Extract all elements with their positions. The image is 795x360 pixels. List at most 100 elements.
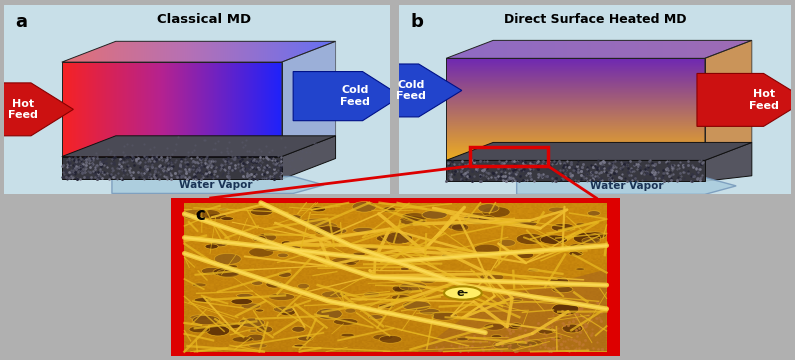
Ellipse shape — [549, 277, 568, 285]
Ellipse shape — [239, 318, 265, 327]
Polygon shape — [281, 41, 335, 157]
FancyArrow shape — [0, 83, 73, 136]
Ellipse shape — [183, 210, 205, 220]
Ellipse shape — [484, 323, 505, 330]
Text: b: b — [411, 13, 424, 31]
Ellipse shape — [252, 235, 266, 242]
Ellipse shape — [391, 295, 411, 300]
Ellipse shape — [541, 235, 568, 244]
Ellipse shape — [517, 252, 533, 258]
Ellipse shape — [352, 202, 376, 212]
Ellipse shape — [251, 281, 263, 285]
Ellipse shape — [498, 239, 515, 246]
Ellipse shape — [289, 215, 301, 220]
Text: Water Vapor: Water Vapor — [180, 180, 253, 190]
Ellipse shape — [201, 267, 223, 275]
Ellipse shape — [246, 334, 264, 341]
Ellipse shape — [373, 334, 393, 340]
Ellipse shape — [378, 304, 394, 309]
Ellipse shape — [213, 267, 240, 276]
Ellipse shape — [219, 208, 228, 211]
Bar — [470, 147, 548, 166]
Polygon shape — [112, 176, 324, 193]
Ellipse shape — [273, 306, 293, 312]
Polygon shape — [281, 136, 335, 179]
Ellipse shape — [442, 253, 456, 259]
Ellipse shape — [347, 254, 363, 258]
Ellipse shape — [266, 281, 283, 288]
Ellipse shape — [379, 335, 401, 343]
Polygon shape — [446, 161, 705, 181]
Ellipse shape — [311, 207, 326, 212]
Ellipse shape — [315, 226, 343, 235]
Ellipse shape — [250, 208, 273, 216]
FancyArrow shape — [697, 73, 795, 126]
Ellipse shape — [363, 292, 380, 297]
Ellipse shape — [190, 315, 212, 320]
Ellipse shape — [262, 243, 286, 251]
Ellipse shape — [569, 251, 583, 256]
Ellipse shape — [518, 341, 537, 347]
Ellipse shape — [473, 244, 500, 255]
Text: Direct Surface Heated MD: Direct Surface Heated MD — [504, 13, 686, 26]
Ellipse shape — [206, 325, 230, 336]
Ellipse shape — [552, 303, 579, 315]
Ellipse shape — [255, 309, 264, 312]
Ellipse shape — [196, 210, 220, 218]
Ellipse shape — [322, 291, 346, 298]
Ellipse shape — [512, 298, 522, 302]
Polygon shape — [705, 40, 752, 161]
Ellipse shape — [400, 216, 426, 225]
Ellipse shape — [516, 233, 544, 244]
Ellipse shape — [279, 309, 296, 316]
Ellipse shape — [241, 303, 261, 309]
Ellipse shape — [402, 214, 411, 217]
Ellipse shape — [205, 244, 219, 249]
Ellipse shape — [552, 286, 573, 293]
Ellipse shape — [422, 210, 447, 219]
Ellipse shape — [215, 253, 241, 265]
Ellipse shape — [482, 207, 510, 217]
Ellipse shape — [578, 231, 607, 239]
Ellipse shape — [493, 340, 522, 350]
Ellipse shape — [491, 335, 502, 338]
Ellipse shape — [353, 252, 366, 256]
Text: Hot
Feed: Hot Feed — [8, 99, 38, 120]
Ellipse shape — [189, 326, 210, 333]
Ellipse shape — [376, 235, 400, 242]
Ellipse shape — [329, 228, 347, 234]
Ellipse shape — [236, 293, 253, 298]
Text: Hot
Feed: Hot Feed — [749, 89, 778, 111]
Ellipse shape — [278, 272, 292, 277]
Ellipse shape — [528, 269, 539, 272]
Ellipse shape — [312, 222, 338, 232]
Ellipse shape — [341, 333, 355, 337]
Ellipse shape — [420, 277, 436, 283]
Ellipse shape — [258, 233, 277, 242]
Circle shape — [444, 287, 482, 300]
Ellipse shape — [478, 216, 496, 222]
Ellipse shape — [269, 293, 295, 301]
Ellipse shape — [478, 204, 499, 213]
Ellipse shape — [221, 217, 234, 220]
Text: Water Vapor: Water Vapor — [590, 181, 663, 191]
Ellipse shape — [278, 245, 302, 252]
Ellipse shape — [249, 343, 267, 348]
Text: Cold
Feed: Cold Feed — [340, 85, 370, 107]
Ellipse shape — [346, 262, 356, 265]
Polygon shape — [705, 143, 752, 181]
Ellipse shape — [479, 273, 504, 281]
Ellipse shape — [192, 283, 207, 287]
Ellipse shape — [576, 268, 585, 270]
Ellipse shape — [402, 301, 431, 311]
Ellipse shape — [333, 318, 358, 325]
Ellipse shape — [211, 240, 228, 247]
Text: e-: e- — [457, 288, 469, 298]
Ellipse shape — [385, 232, 413, 244]
Ellipse shape — [257, 326, 273, 333]
Ellipse shape — [552, 223, 575, 231]
Ellipse shape — [293, 344, 305, 348]
Ellipse shape — [573, 233, 601, 244]
Ellipse shape — [431, 311, 457, 320]
Ellipse shape — [192, 315, 219, 325]
